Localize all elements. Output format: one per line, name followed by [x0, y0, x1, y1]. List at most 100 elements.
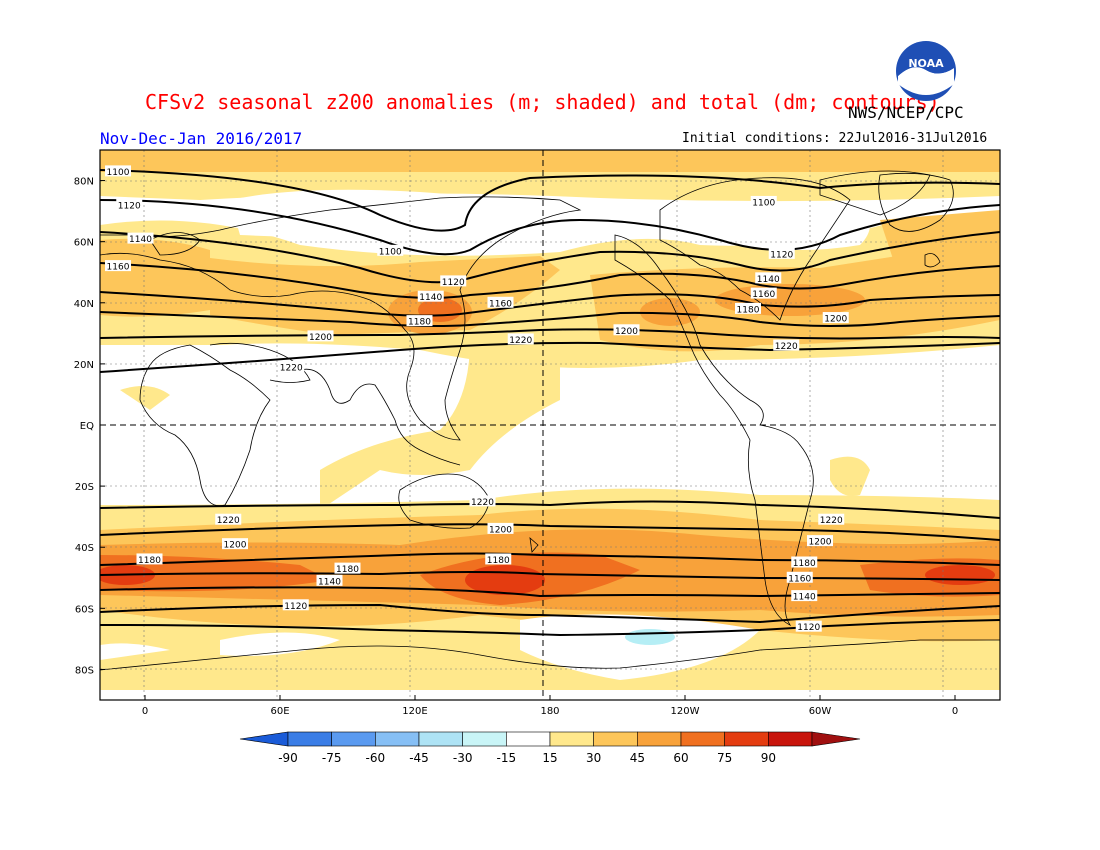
- contour-label: 1140: [129, 235, 152, 245]
- lat-tick-label: 20S: [75, 482, 94, 493]
- contour-labels: 1100 1120 1140 1160 1200 1220 1100 1120 1140 1180…: [105, 165, 849, 633]
- contour-label-bg: [485, 553, 512, 565]
- contour-label: 1180: [737, 305, 760, 315]
- contour-label-bg: [786, 571, 813, 583]
- contour-label-bg: [750, 195, 777, 207]
- contour-label: 1200: [224, 541, 247, 551]
- contour-label: 1220: [217, 516, 240, 526]
- contour-label: 1140: [419, 293, 442, 303]
- contour-label-bg: [755, 272, 782, 284]
- contour-label-bg: [307, 330, 334, 342]
- contour-label: 1140: [793, 593, 816, 603]
- contour-label: 1180: [793, 559, 816, 569]
- colorbar-tick-label: -90: [278, 751, 298, 765]
- coastlines: [100, 170, 1000, 671]
- contour-label-bg: [791, 590, 818, 602]
- colorbar-arrow-left: [239, 731, 289, 747]
- contour-label: 1100: [379, 247, 402, 257]
- lon-tick-label: 60W: [809, 706, 832, 717]
- contour-label-bg: [795, 620, 822, 632]
- contour-label-bg: [507, 333, 534, 345]
- lat-axis-labels: 80N 60N 40N 20N EQ 20S 40S 60S 80S: [74, 177, 105, 676]
- contour-label-bg: [136, 553, 163, 565]
- contour-label-bg: [334, 562, 361, 574]
- colorbar-swatch: [768, 731, 813, 747]
- contour-label-bg: [316, 574, 343, 586]
- lat-tick-label: 60S: [75, 604, 94, 615]
- contour-label-bg: [818, 513, 845, 525]
- contour-label-bg: [487, 522, 514, 534]
- contour-label: 1120: [770, 250, 793, 260]
- lat-tick-label: 80S: [75, 665, 94, 676]
- contour-label-bg: [773, 339, 800, 351]
- colorbar-swatch: [593, 731, 638, 747]
- colorbar-tick-label: 90: [761, 751, 776, 765]
- colorbar-arrow-right: [811, 731, 861, 747]
- contour-label: 1160: [107, 263, 130, 273]
- colorbar-swatch: [680, 731, 725, 747]
- contour-label: 1200: [809, 538, 832, 548]
- colorbar-tick-label: 15: [542, 751, 557, 765]
- colorbar-tick-label: -15: [497, 751, 517, 765]
- colorbar-tick-label: -45: [409, 751, 429, 765]
- contour-label-bg: [417, 290, 444, 302]
- lon-tick-label: 120E: [402, 706, 427, 717]
- contour-label: 1180: [336, 565, 359, 575]
- contour-label: 1180: [487, 556, 510, 566]
- contour-label-bg: [116, 199, 143, 210]
- colorbar-tick-label: 60: [673, 751, 688, 765]
- lon-tick-label: 0: [142, 706, 148, 717]
- colorbar-swatch: [418, 731, 463, 747]
- contour-label: 1200: [824, 315, 847, 325]
- contour-label-bg: [278, 360, 305, 372]
- contour-label: 1180: [408, 318, 431, 328]
- colorbar-swatch: [506, 731, 551, 747]
- colorbar-swatch: [331, 731, 376, 747]
- contour-label-bg: [440, 275, 467, 287]
- colorbar-tick-label: -75: [322, 751, 342, 765]
- colorbar-swatch: [724, 731, 769, 747]
- colorbar-swatch: [375, 731, 420, 747]
- contour-label-bg: [791, 556, 818, 568]
- contour-label: 1220: [509, 336, 532, 346]
- contour-label: 1180: [138, 556, 161, 566]
- lat-tick-label: 80N: [74, 177, 94, 188]
- contour-label-bg: [487, 296, 514, 308]
- colorbar-swatch: [549, 731, 594, 747]
- contour-label-bg: [377, 244, 404, 256]
- agency-label: NWS/NCEP/CPC: [848, 103, 964, 122]
- contour-label: 1220: [471, 498, 494, 508]
- contour-label: 1160: [788, 574, 811, 584]
- contour-label-bg: [105, 165, 131, 177]
- lon-tick-label: 60E: [270, 706, 289, 717]
- contour-label-bg: [406, 315, 433, 327]
- noaa-logo: NOAA: [896, 41, 956, 101]
- contour-label-bg: [613, 324, 640, 336]
- contour-label: 1200: [615, 327, 638, 337]
- contour-label-bg: [469, 495, 496, 507]
- forecast-period: Nov-Dec-Jan 2016/2017: [100, 129, 303, 148]
- contour-label-bg: [215, 513, 242, 525]
- contour-label: 1100: [107, 168, 130, 178]
- lon-tick-label: 120W: [671, 706, 700, 717]
- colorbar-tick-label: -30: [453, 751, 473, 765]
- lat-tick-label: 40S: [75, 543, 94, 554]
- contour-label-bg: [807, 535, 833, 547]
- colorbar-swatch: [637, 731, 682, 747]
- contour-label: 1140: [318, 577, 341, 587]
- lat-tick-label: 60N: [74, 238, 94, 249]
- contour-label: 1200: [489, 525, 512, 535]
- contour-label: 1100: [752, 198, 775, 208]
- contour-label-bg: [768, 247, 795, 259]
- contour-label: 1160: [752, 290, 775, 300]
- lon-tick-label: 180: [540, 706, 559, 717]
- contour-label: 1120: [284, 602, 307, 612]
- contour-label-bg: [127, 232, 154, 244]
- contour-label-bg: [822, 312, 849, 324]
- colorbar-swatch: [462, 731, 507, 747]
- contour-label: 1120: [118, 202, 141, 212]
- colorbar-tick-label: 30: [586, 751, 601, 765]
- noaa-logo-text: NOAA: [908, 57, 944, 70]
- map-panel: 1100 1120 1140 1160 1200 1220 1100 1120 1140 1180…: [74, 149, 1001, 717]
- contour-label: 1140: [757, 275, 780, 285]
